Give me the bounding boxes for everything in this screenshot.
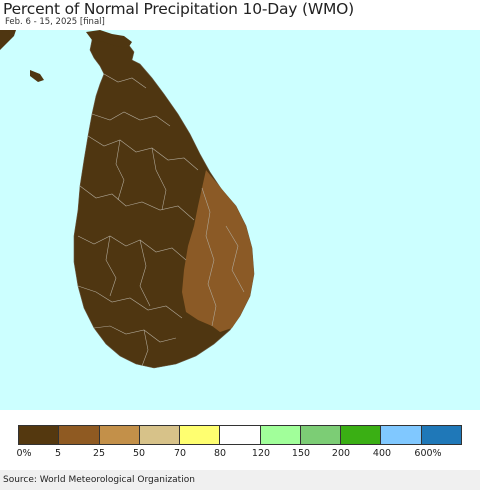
legend-tick-label: 50 [132,448,146,459]
legend-swatch [220,426,261,444]
legend-tick-label: 5 [54,448,62,459]
legend-tick-label: 200 [331,448,351,459]
legend-tick-label: 80 [213,448,227,459]
legend-tick-label: 600% [414,448,442,459]
legend-swatch [180,426,221,444]
source-credit: Source: World Meteorological Organizatio… [3,475,195,485]
legend-swatch [300,426,342,444]
islet [30,70,44,82]
legend-tick-label: 0% [16,448,32,459]
legend-tick-label: 25 [92,448,106,459]
legend-swatch [139,426,181,444]
legend-swatch [341,426,382,444]
legend-swatch [381,426,422,444]
legend-tick-label: 70 [173,448,187,459]
legend-swatch [260,426,301,444]
legend-ticks: 0% 5 25 50 70 80 120 150 200 400 600% [0,448,480,462]
district-borders [77,73,245,367]
footer: Source: World Meteorological Organizatio… [0,470,480,490]
legend-swatch [99,426,140,444]
legend-swatch [421,426,461,444]
jaffna-peninsula [86,30,132,48]
legend-tick-label: 120 [251,448,271,459]
map-subtitle: Feb. 6 - 15, 2025 [final] [5,17,105,27]
legend-tick-label: 150 [291,448,311,459]
eastern-region [182,170,254,332]
legend-tick-label: 400 [372,448,392,459]
legend-colorbar [18,425,462,445]
legend-swatch [59,426,100,444]
legend-swatch [19,426,60,444]
map-title: Percent of Normal Precipitation 10-Day (… [3,0,354,18]
india-coast [0,30,16,50]
precipitation-map [0,30,480,410]
